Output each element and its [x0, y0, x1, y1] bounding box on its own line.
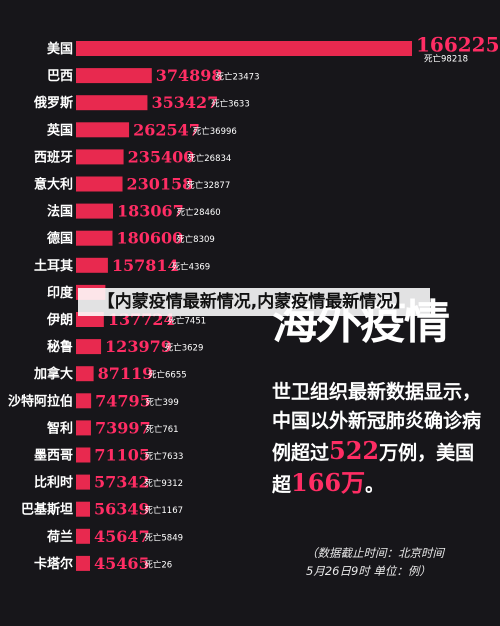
- death-label-0: 死亡98218: [424, 54, 468, 65]
- value-label-0: 1662250: [416, 33, 500, 57]
- category-label-8: 土耳其: [34, 258, 73, 274]
- description-part-3: 。: [365, 474, 385, 496]
- headline-overlay[interactable]: 【内蒙疫情最新情况,内蒙疫情最新情况】: [78, 288, 430, 316]
- value-label-13: 74795: [95, 391, 151, 410]
- category-label-15: 墨西哥: [34, 448, 73, 464]
- note-line-2: 5月26日9时 单位：例）: [306, 564, 431, 578]
- death-label-2: 死亡3633: [211, 99, 250, 110]
- value-label-1: 374898: [156, 66, 223, 85]
- death-label-15: 死亡7633: [145, 451, 184, 462]
- death-label-18: 死亡5849: [144, 532, 183, 543]
- category-label-6: 法国: [47, 204, 73, 220]
- category-label-18: 荷兰: [46, 529, 73, 545]
- category-label-12: 加拿大: [33, 366, 73, 382]
- bar-11: [76, 339, 102, 355]
- death-label-8: 死亡4369: [172, 261, 211, 272]
- category-label-1: 巴西: [47, 69, 73, 84]
- category-label-10: 伊朗: [46, 312, 73, 328]
- value-label-19: 45465: [94, 554, 150, 573]
- bar-6: [76, 203, 114, 219]
- category-label-5: 意大利: [34, 177, 73, 193]
- description-text: 世卫组织最新数据显示，中国以外新冠肺炎确诊病例超过522万例，美国超166万。: [272, 378, 482, 500]
- death-label-4: 死亡26834: [187, 153, 231, 164]
- description-part-2: 万例，美国超: [272, 442, 475, 496]
- value-label-18: 45647: [94, 527, 150, 546]
- bar-14: [76, 420, 91, 436]
- bar-17: [76, 501, 90, 517]
- description-highlight-1: 522: [329, 436, 380, 465]
- bar-18: [76, 528, 90, 544]
- category-label-9: 印度: [47, 285, 74, 301]
- value-label-17: 56349: [94, 500, 150, 519]
- death-label-6: 死亡28460: [177, 207, 221, 218]
- bar-19: [76, 555, 90, 571]
- value-label-8: 157814: [112, 256, 179, 275]
- value-label-2: 353427: [151, 93, 218, 112]
- value-label-11: 123979: [105, 337, 172, 356]
- category-label-13: 沙特阿拉伯: [8, 393, 73, 409]
- death-label-7: 死亡8309: [176, 234, 215, 245]
- death-label-11: 死亡3629: [165, 343, 204, 354]
- death-label-14: 死亡761: [145, 424, 178, 435]
- category-label-2: 俄罗斯: [33, 95, 73, 111]
- value-label-15: 71105: [94, 446, 150, 465]
- category-label-16: 比利时: [34, 475, 73, 491]
- bar-0: [76, 41, 412, 56]
- value-label-4: 235400: [128, 147, 195, 166]
- bar-3: [76, 122, 130, 138]
- value-label-5: 230158: [127, 175, 194, 194]
- category-label-17: 巴基斯坦: [21, 502, 73, 518]
- bar-7: [76, 230, 113, 246]
- value-label-3: 262547: [133, 120, 200, 139]
- value-label-14: 73997: [95, 418, 151, 437]
- death-label-19: 死亡26: [144, 559, 172, 570]
- death-label-5: 死亡32877: [186, 180, 230, 191]
- death-label-3: 死亡36996: [193, 126, 237, 137]
- value-label-6: 183067: [117, 202, 184, 221]
- bar-15: [76, 447, 91, 463]
- death-label-16: 死亡9312: [144, 478, 183, 489]
- category-label-0: 美国: [47, 41, 73, 57]
- death-label-10: 死亡7451: [168, 316, 207, 327]
- bar-2: [76, 95, 148, 111]
- value-label-7: 180600: [117, 229, 184, 248]
- value-label-12: 87119: [98, 364, 154, 383]
- data-source-note: （数据截止时间：北京时间 5月26日9时 单位：例）: [306, 544, 486, 580]
- note-line-1: （数据截止时间：北京时间: [306, 546, 444, 560]
- description-highlight-2: 166万: [291, 468, 366, 497]
- death-label-1: 死亡23473: [215, 72, 259, 83]
- bar-13: [76, 393, 92, 409]
- death-label-13: 死亡399: [146, 397, 179, 408]
- category-label-7: 德国: [47, 231, 73, 247]
- bar-4: [76, 149, 124, 165]
- bar-5: [76, 176, 123, 192]
- description-part-1: 世卫组织最新数据显示，中国以外新冠肺炎确诊病例超过: [272, 381, 482, 464]
- value-label-16: 57342: [94, 473, 150, 492]
- category-label-3: 英国: [46, 122, 73, 138]
- category-label-4: 西班牙: [34, 149, 73, 165]
- death-label-12: 死亡6655: [148, 370, 187, 381]
- bar-8: [76, 257, 108, 273]
- category-label-19: 卡塔尔: [34, 556, 73, 572]
- bar-12: [76, 366, 94, 382]
- death-label-17: 死亡1167: [144, 505, 183, 516]
- category-label-11: 秘鲁: [47, 339, 73, 355]
- category-label-14: 智利: [47, 420, 73, 436]
- bar-16: [76, 474, 90, 490]
- bar-1: [76, 68, 152, 84]
